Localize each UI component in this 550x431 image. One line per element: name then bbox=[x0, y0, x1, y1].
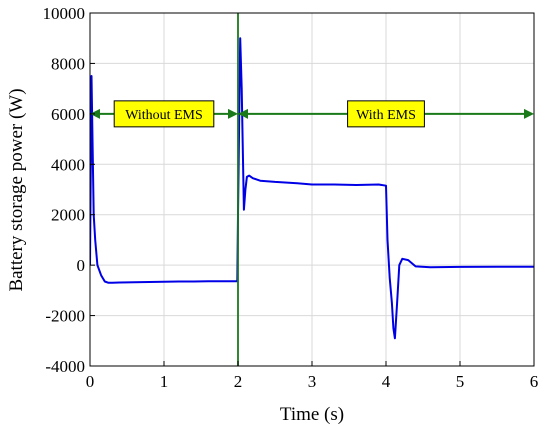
annotation-label-box bbox=[347, 100, 425, 128]
x-tick-label: 6 bbox=[530, 372, 539, 391]
y-tick-label: 4000 bbox=[51, 155, 85, 174]
annotation-0: Without EMS bbox=[90, 100, 238, 128]
x-axis-label: Time (s) bbox=[280, 404, 344, 425]
x-tick-label: 3 bbox=[308, 372, 317, 391]
x-tick-label: 4 bbox=[382, 372, 391, 391]
annotation-label: Without EMS bbox=[125, 108, 203, 123]
x-tick-label: 0 bbox=[86, 372, 95, 391]
x-axis-ticks: 0 1 2 3 4 5 6 bbox=[86, 361, 539, 391]
x-tick-label: 2 bbox=[234, 372, 243, 391]
y-tick-label: -4000 bbox=[45, 357, 85, 376]
annotations-layer: Without EMS With EMS bbox=[90, 100, 534, 128]
y-axis-ticks: -4000 -2000 0 2000 4000 6000 8000 10000 bbox=[43, 4, 95, 376]
arrow-head-right bbox=[524, 108, 534, 119]
y-tick-label: 2000 bbox=[51, 206, 85, 225]
y-tick-label: 8000 bbox=[51, 54, 85, 73]
y-tick-label: 0 bbox=[77, 256, 86, 275]
annotation-label-box bbox=[113, 100, 215, 128]
series-layer bbox=[90, 13, 534, 366]
y-tick-label: 6000 bbox=[51, 105, 85, 124]
y-tick-label: 10000 bbox=[43, 4, 86, 23]
annotation-label: With EMS bbox=[356, 108, 416, 123]
arrow-head-left bbox=[238, 108, 248, 119]
arrow-head-right bbox=[228, 108, 238, 119]
battery-power-line bbox=[90, 37, 534, 340]
x-tick-label: 1 bbox=[160, 372, 169, 391]
annotation-1: With EMS bbox=[238, 100, 534, 128]
y-tick-label: -2000 bbox=[45, 307, 85, 326]
x-tick-label: 5 bbox=[456, 372, 465, 391]
y-axis-label: Battery storage power (W) bbox=[6, 88, 27, 291]
